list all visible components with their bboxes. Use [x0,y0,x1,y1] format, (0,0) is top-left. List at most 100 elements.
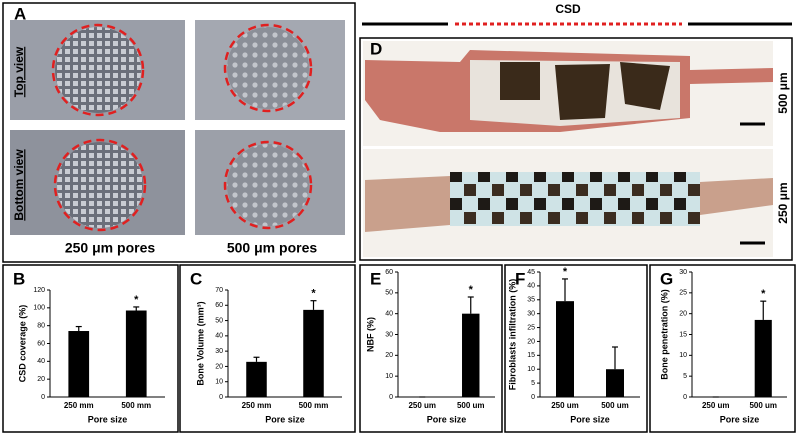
y-axis-label: Bone Volume (mm³) [195,301,205,385]
y-tick-label: 60 [37,340,45,347]
y-tick-label: 120 [33,287,45,294]
y-axis-label: Fibroblasts infiltration (%) [507,279,517,391]
y-tick-label: 30 [527,311,535,318]
x-tick-label: 250 um [551,401,579,410]
scaffold [227,27,309,109]
tissue [365,176,773,232]
y-tick-label: 70 [215,287,223,294]
defect-outline [223,23,313,113]
x-axis-label: Pore size [427,414,467,424]
y-tick-label: 45 [527,269,535,276]
x-axis-label: Pore size [720,414,760,424]
y-tick-label: 0 [219,394,223,401]
y-tick-label: 35 [527,297,535,304]
y-tick-label: 10 [679,352,687,359]
significance-marker: * [761,288,766,300]
y-tick-label: 40 [527,283,535,290]
y-tick-label: 100 [33,305,45,312]
x-axis-label: Pore size [88,414,128,424]
y-tick-label: 20 [37,376,45,383]
y-tick-label: 20 [215,363,223,370]
bar [754,319,772,397]
micro-ct-images [10,20,345,235]
bar [462,313,480,397]
x-tick-label: 250 um [702,401,730,410]
y-tick-label: 10 [215,379,223,386]
x-tick-label: 500 um [749,401,777,410]
bar [125,310,147,397]
y-tick-label: 30 [679,269,687,276]
y-tick-label: 40 [215,333,223,340]
y-tick-label: 80 [37,323,45,330]
scaffold [57,142,143,228]
x-tick-label: 500 um [601,401,629,410]
panel-border [359,264,503,433]
bar [68,331,90,397]
y-tick-label: 0 [389,394,393,401]
y-axis-label: Bone penetration (%) [659,289,669,380]
y-tick-label: 5 [531,380,535,387]
panel-label: G [660,269,673,288]
panel-label: D [370,39,382,58]
column-label: 250 μm pores [65,240,155,256]
significance-marker: * [469,284,474,296]
y-tick-label: 50 [215,317,223,324]
bar [303,309,324,397]
y-tick-label: 0 [41,394,45,401]
row-label: Bottom view [12,149,26,221]
panel-label: C [190,269,202,288]
defect-outline [53,138,147,232]
scaffold [450,172,700,226]
y-tick-label: 15 [527,352,535,359]
panel-border [649,264,796,433]
panel-border [359,37,793,261]
y-axis-label: NBF (%) [365,317,375,352]
row-label: 500 μm [776,72,790,113]
significance-marker: * [563,266,568,278]
panel-label: F [515,269,525,288]
y-tick-label: 15 [679,331,687,338]
x-tick-label: 250 mm [64,401,94,410]
row-label: Top view [12,46,26,97]
bar [556,301,574,397]
x-tick-label: 500 mm [121,401,151,410]
defect-outline [51,23,145,117]
x-tick-label: 250 um [408,401,436,410]
panel-border [2,264,179,433]
row-label: 250 μm [776,182,790,223]
panel-label: B [13,269,25,288]
y-tick-label: 60 [385,269,393,276]
panel-d: CSD D 500 μm 250 μm [359,2,793,261]
panel-border [504,264,648,433]
panel-border [2,2,356,263]
significance-marker: * [134,294,139,306]
x-tick-label: 500 mm [299,401,329,410]
bar [246,361,267,397]
y-tick-label: 40 [385,311,393,318]
y-tick-label: 5 [683,373,687,380]
panel-label: A [14,4,26,23]
header: CSD [555,2,581,16]
bar [606,369,624,397]
y-tick-label: 10 [527,366,535,373]
panel-label: E [370,269,381,288]
panel-border [179,264,356,433]
y-tick-label: 20 [679,311,687,318]
defect-outline [223,140,313,230]
y-tick-label: 0 [531,394,535,401]
x-axis-label: Pore size [570,414,610,424]
significance-marker: * [311,288,316,300]
x-axis-label: Pore size [265,414,305,424]
y-tick-label: 20 [385,352,393,359]
y-tick-label: 30 [385,331,393,338]
x-tick-label: 500 um [457,401,485,410]
y-tick-label: 25 [679,290,687,297]
y-tick-label: 30 [215,348,223,355]
x-tick-label: 250 mm [242,401,272,410]
y-tick-label: 0 [683,394,687,401]
y-tick-label: 50 [385,290,393,297]
panel-a: A Top view Bottom view 250 μm pores 500 … [2,2,356,263]
scaffold [500,62,670,120]
